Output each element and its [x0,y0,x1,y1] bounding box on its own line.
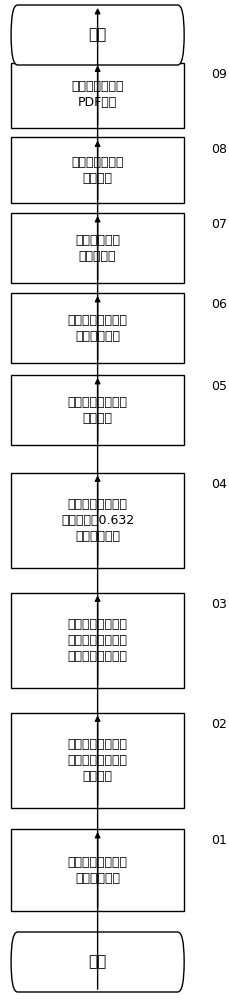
Text: 辨识调速执行机构
等效惯量: 辨识调速执行机构 等效惯量 [68,395,128,424]
Bar [11,473,184,568]
Text: 03: 03 [211,598,227,610]
Text: 整定调速控制器
PDF系数: 整定调速控制器 PDF系数 [71,81,124,109]
FancyBboxPatch shape [11,932,184,992]
Text: 06: 06 [211,298,227,311]
Bar [11,829,184,911]
Text: 05: 05 [211,380,227,393]
Text: 获取阶跃输出响应
达到稳态值0.632
倍处的时间值: 获取阶跃输出响应 达到稳态值0.632 倍处的时间值 [61,497,134,542]
Bar [11,293,184,363]
Text: 08: 08 [211,143,227,156]
Text: 设定调速指令
信号最大值: 设定调速指令 信号最大值 [75,233,120,262]
Text: 02: 02 [211,718,227,730]
Text: 开始: 开始 [88,954,107,970]
Bar [11,712,184,808]
Text: 04: 04 [211,478,227,490]
Text: 07: 07 [211,218,227,231]
Text: 确定功率驱动模块
最大输出电压: 确定功率驱动模块 最大输出电压 [68,314,128,342]
Bar [11,213,184,283]
Text: 09: 09 [211,68,227,81]
FancyBboxPatch shape [11,5,184,65]
Text: 结束: 结束 [88,27,107,42]
Bar [11,375,184,445]
Text: 01: 01 [211,834,227,847]
Bar [11,137,184,202]
Text: 组建调速执行机构
参数辨识装置: 组建调速执行机构 参数辨识装置 [68,856,128,884]
Bar [11,62,184,127]
Text: 根据阶跃输出响应
辨识调速执行机构
等效粘性阻尼系数: 根据阶跃输出响应 辨识调速执行机构 等效粘性阻尼系数 [68,617,128,662]
Text: 整定调速控制器
积分系数: 整定调速控制器 积分系数 [71,155,124,184]
Bar [11,592,184,688]
Text: 利用阶跃输入信号
测量调速执行机构
输出响应: 利用阶跃输入信号 测量调速执行机构 输出响应 [68,738,128,782]
